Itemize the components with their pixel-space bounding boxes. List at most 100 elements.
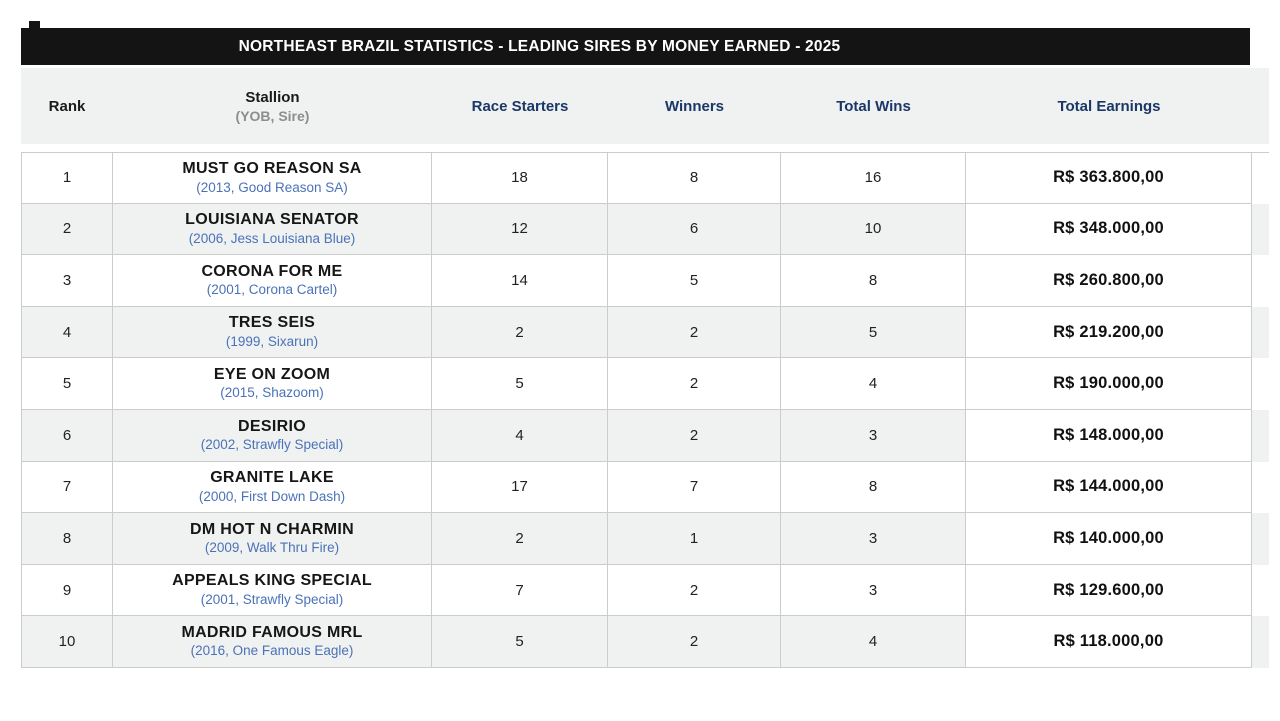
stallion-yob-sire: (2001, Strawfly Special)	[200, 591, 344, 607]
column-header-stallion-sub: (YOB, Sire)	[235, 107, 310, 124]
table-row: 1 MUST GO REASON SA (2013, Good Reason SA)…	[21, 152, 1269, 204]
total-wins-cell: 3	[781, 513, 966, 565]
total-wins-cell: 4	[781, 358, 966, 410]
stallion-name: CORONA FOR ME	[201, 262, 343, 280]
stallion-name: MADRID FAMOUS MRL	[181, 624, 363, 642]
rank-cell: 6	[21, 409, 113, 462]
race-starters-cell: 2	[432, 513, 608, 565]
stallion-cell: TRES SEIS (1999, Sixarun)	[113, 306, 432, 359]
table-row: 10 MADRID FAMOUS MRL (2016, One Famous Eag…	[21, 616, 1269, 668]
rank-cell: 1	[21, 152, 113, 204]
row-filler	[1252, 358, 1269, 410]
row-filler	[1252, 565, 1269, 617]
winners-cell: 1	[608, 513, 781, 565]
stallion-name: DESIRIO	[238, 417, 306, 435]
winners-cell: 2	[608, 409, 781, 462]
total-wins-cell: 8	[781, 461, 966, 514]
total-wins-cell: 3	[781, 564, 966, 617]
winners-cell: 6	[608, 203, 781, 256]
stallion-yob-sire: (2009, Walk Thru Fire)	[204, 540, 340, 556]
table-row: 8 DM HOT N CHARMIN (2009, Walk Thru Fire) 2…	[21, 513, 1269, 565]
total-earnings-cell: R$ 140.000,00	[966, 513, 1252, 565]
stallion-cell: MUST GO REASON SA (2013, Good Reason SA)	[113, 152, 432, 204]
row-filler	[1252, 513, 1269, 565]
stallion-cell: LOUISIANA SENATOR (2006, Jess Louisiana B…	[113, 203, 432, 256]
column-header-total-wins: Total Wins	[836, 97, 911, 115]
race-starters-cell: 7	[432, 564, 608, 617]
row-filler	[1252, 255, 1269, 307]
total-wins-cell: 10	[781, 203, 966, 256]
race-starters-cell: 17	[432, 461, 608, 514]
total-earnings-cell: R$ 118.000,00	[966, 616, 1252, 668]
rank-cell: 8	[21, 513, 113, 565]
stallion-yob-sire: (2006, Jess Louisiana Blue)	[188, 230, 356, 246]
winners-cell: 2	[608, 358, 781, 410]
total-wins-cell: 8	[781, 255, 966, 307]
winners-cell: 2	[608, 616, 781, 668]
total-earnings-cell: R$ 363.800,00	[966, 152, 1252, 204]
winners-cell: 2	[608, 306, 781, 359]
stallion-name: APPEALS KING SPECIAL	[172, 572, 372, 590]
row-filler	[1252, 616, 1269, 668]
table-row: 9 APPEALS KING SPECIAL (2001, Strawfly Spe…	[21, 564, 1269, 617]
column-header-stallion: Stallion (YOB, Sire)	[113, 68, 432, 144]
stallion-name: GRANITE LAKE	[210, 469, 334, 487]
stallion-cell: DESIRIO (2002, Strawfly Special)	[113, 409, 432, 462]
total-wins-cell: 4	[781, 616, 966, 668]
page-title: NORTHEAST BRAZIL STATISTICS - LEADING SI…	[238, 37, 841, 55]
stallion-name: LOUISIANA SENATOR	[185, 211, 359, 229]
race-starters-cell: 18	[432, 152, 608, 204]
winners-cell: 5	[608, 255, 781, 307]
total-wins-cell: 5	[781, 306, 966, 359]
winners-cell: 8	[608, 152, 781, 204]
rank-cell: 10	[21, 616, 113, 668]
row-filler	[1252, 462, 1269, 514]
race-starters-cell: 14	[432, 255, 608, 307]
column-header-filler	[1252, 68, 1269, 144]
total-wins-cell: 3	[781, 409, 966, 462]
stallion-cell: GRANITE LAKE (2000, First Down Dash)	[113, 461, 432, 514]
stallion-yob-sire: (1999, Sixarun)	[225, 333, 319, 349]
column-header-rank: Rank	[48, 97, 86, 115]
row-filler	[1252, 152, 1269, 204]
winners-cell: 2	[608, 564, 781, 617]
stallion-cell: MADRID FAMOUS MRL (2016, One Famous Eagle…	[113, 616, 432, 668]
table-row: 2 LOUISIANA SENATOR (2006, Jess Louisiana …	[21, 203, 1269, 256]
stallion-cell: CORONA FOR ME (2001, Corona Cartel)	[113, 255, 432, 307]
table-header-row: Rank Stallion (YOB, Sire) Race Starters …	[21, 68, 1269, 144]
table-row: 3 CORONA FOR ME (2001, Corona Cartel) 14 5 8 R…	[21, 255, 1269, 307]
total-earnings-cell: R$ 260.800,00	[966, 255, 1252, 307]
title-bar-notch	[29, 21, 40, 30]
total-earnings-cell: R$ 190.000,00	[966, 358, 1252, 410]
rank-cell: 3	[21, 255, 113, 307]
stallion-cell: EYE ON ZOOM (2015, Shazoom)	[113, 358, 432, 410]
race-starters-cell: 4	[432, 409, 608, 462]
total-earnings-cell: R$ 148.000,00	[966, 409, 1252, 462]
total-earnings-cell: R$ 144.000,00	[966, 461, 1252, 514]
stallion-cell: APPEALS KING SPECIAL (2001, Strawfly Spec…	[113, 564, 432, 617]
stallion-yob-sire: (2015, Shazoom)	[220, 385, 324, 401]
column-header-total-earnings: Total Earnings	[1057, 97, 1161, 115]
column-header-race-starters: Race Starters	[471, 97, 569, 115]
race-starters-cell: 2	[432, 306, 608, 359]
row-filler	[1252, 204, 1269, 256]
rank-cell: 9	[21, 564, 113, 617]
race-starters-cell: 5	[432, 358, 608, 410]
race-starters-cell: 12	[432, 203, 608, 256]
rank-cell: 7	[21, 461, 113, 514]
table-row: 4 TRES SEIS (1999, Sixarun) 2 2 5 R$ 219.200,0…	[21, 306, 1269, 359]
total-earnings-cell: R$ 348.000,00	[966, 203, 1252, 256]
stallion-name: EYE ON ZOOM	[213, 366, 331, 384]
leading-sires-table: NORTHEAST BRAZIL STATISTICS - LEADING SI…	[21, 20, 1269, 668]
rank-cell: 4	[21, 306, 113, 359]
row-filler	[1252, 410, 1269, 462]
row-filler	[1252, 307, 1269, 359]
table-body: 1 MUST GO REASON SA (2013, Good Reason SA)…	[21, 152, 1269, 668]
table-row: 5 EYE ON ZOOM (2015, Shazoom) 5 2 4 R$ 190.000…	[21, 358, 1269, 410]
stallion-yob-sire: (2001, Corona Cartel)	[206, 282, 338, 298]
stallion-yob-sire: (2002, Strawfly Special)	[200, 437, 344, 453]
title-bar: NORTHEAST BRAZIL STATISTICS - LEADING SI…	[21, 28, 1250, 65]
stallion-cell: DM HOT N CHARMIN (2009, Walk Thru Fire)	[113, 513, 432, 565]
table-row: 7 GRANITE LAKE (2000, First Down Dash) 17 7 8…	[21, 461, 1269, 514]
table-row: 6 DESIRIO (2002, Strawfly Special) 4 2 3 R$ 14…	[21, 409, 1269, 462]
